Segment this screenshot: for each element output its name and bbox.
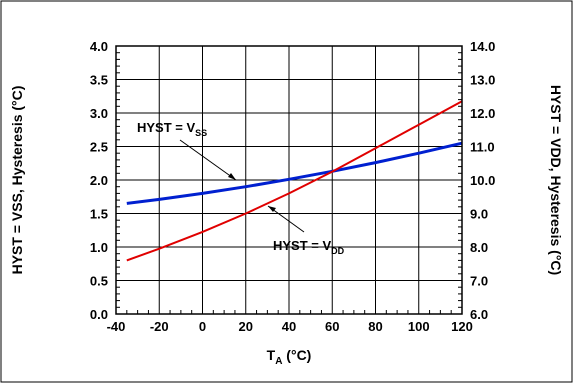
annotation-vdd-sub: DD bbox=[331, 246, 344, 256]
left-axis-title: HYST = VSS, Hysteresis (°C) bbox=[9, 86, 25, 275]
right-axis-title: HYST = VDD, Hysteresis (°C) bbox=[548, 85, 564, 275]
left-tick-label: 1.0 bbox=[90, 240, 108, 255]
x-tick-label: -40 bbox=[107, 319, 126, 334]
x-axis-title-main: T bbox=[267, 347, 276, 363]
left-tick-label: 0.5 bbox=[90, 274, 108, 289]
svg-text:HYST = VSS: HYST = VSS bbox=[137, 120, 207, 138]
left-axis-ticks: 0.0 0.5 1.0 1.5 2.0 2.5 3.0 3.5 4.0 bbox=[90, 39, 120, 322]
left-tick-label: 2.5 bbox=[90, 140, 108, 155]
x-tick-label: 100 bbox=[408, 319, 430, 334]
x-tick-label: 120 bbox=[451, 319, 473, 334]
x-tick-label: 40 bbox=[282, 319, 296, 334]
right-tick-label: 8.0 bbox=[470, 240, 488, 255]
right-tick-label: 9.0 bbox=[470, 207, 488, 222]
x-tick-label: 20 bbox=[239, 319, 253, 334]
right-tick-label: 6.0 bbox=[470, 307, 488, 322]
series-line-vss bbox=[126, 141, 463, 205]
x-axis-title-sub: A bbox=[275, 356, 282, 367]
x-tick-label: 60 bbox=[325, 319, 339, 334]
x-axis-title: TA (°C) bbox=[267, 347, 312, 367]
svg-text:HYST = VDD: HYST = VDD bbox=[273, 238, 345, 256]
plot-area-frame bbox=[115, 45, 463, 315]
right-tick-label: 11.0 bbox=[470, 140, 495, 155]
annotation-vdd: HYST = VDD bbox=[267, 205, 345, 256]
x-tick-label: -20 bbox=[150, 319, 169, 334]
left-tick-label: 1.5 bbox=[90, 207, 108, 222]
right-tick-label: 12.0 bbox=[470, 106, 495, 121]
annotation-vdd-main: HYST = V bbox=[273, 238, 331, 253]
right-tick-label: 14.0 bbox=[470, 39, 495, 54]
series-line-vdd bbox=[126, 100, 463, 262]
x-tick-label: 0 bbox=[199, 319, 206, 334]
annotation-vss-arrowhead bbox=[228, 173, 236, 180]
right-tick-label: 13.0 bbox=[470, 73, 495, 88]
x-tick-label: 80 bbox=[368, 319, 382, 334]
right-tick-label: 7.0 bbox=[470, 274, 488, 289]
left-tick-label: 0.0 bbox=[90, 307, 108, 322]
left-tick-label: 3.0 bbox=[90, 106, 108, 121]
x-axis-ticks: -40 -20 0 20 40 60 80 100 120 bbox=[107, 310, 473, 334]
x-axis-title-unit: (°C) bbox=[282, 347, 311, 363]
annotation-vss-arrow bbox=[179, 139, 237, 181]
left-tick-label: 2.0 bbox=[90, 173, 108, 188]
left-tick-label: 4.0 bbox=[90, 39, 108, 54]
annotation-vss: HYST = VSS bbox=[137, 120, 237, 181]
right-axis-ticks: 6.0 7.0 8.0 9.0 10.0 11.0 12.0 13.0 14.0 bbox=[458, 39, 495, 322]
right-tick-label: 10.0 bbox=[470, 173, 495, 188]
left-tick-label: 3.5 bbox=[90, 73, 108, 88]
series-lines bbox=[126, 100, 463, 262]
annotation-vss-sub: SS bbox=[195, 128, 207, 138]
grid bbox=[116, 46, 462, 314]
annotation-vss-main: HYST = V bbox=[137, 120, 195, 135]
annotation-vdd-arrowhead bbox=[268, 206, 276, 212]
